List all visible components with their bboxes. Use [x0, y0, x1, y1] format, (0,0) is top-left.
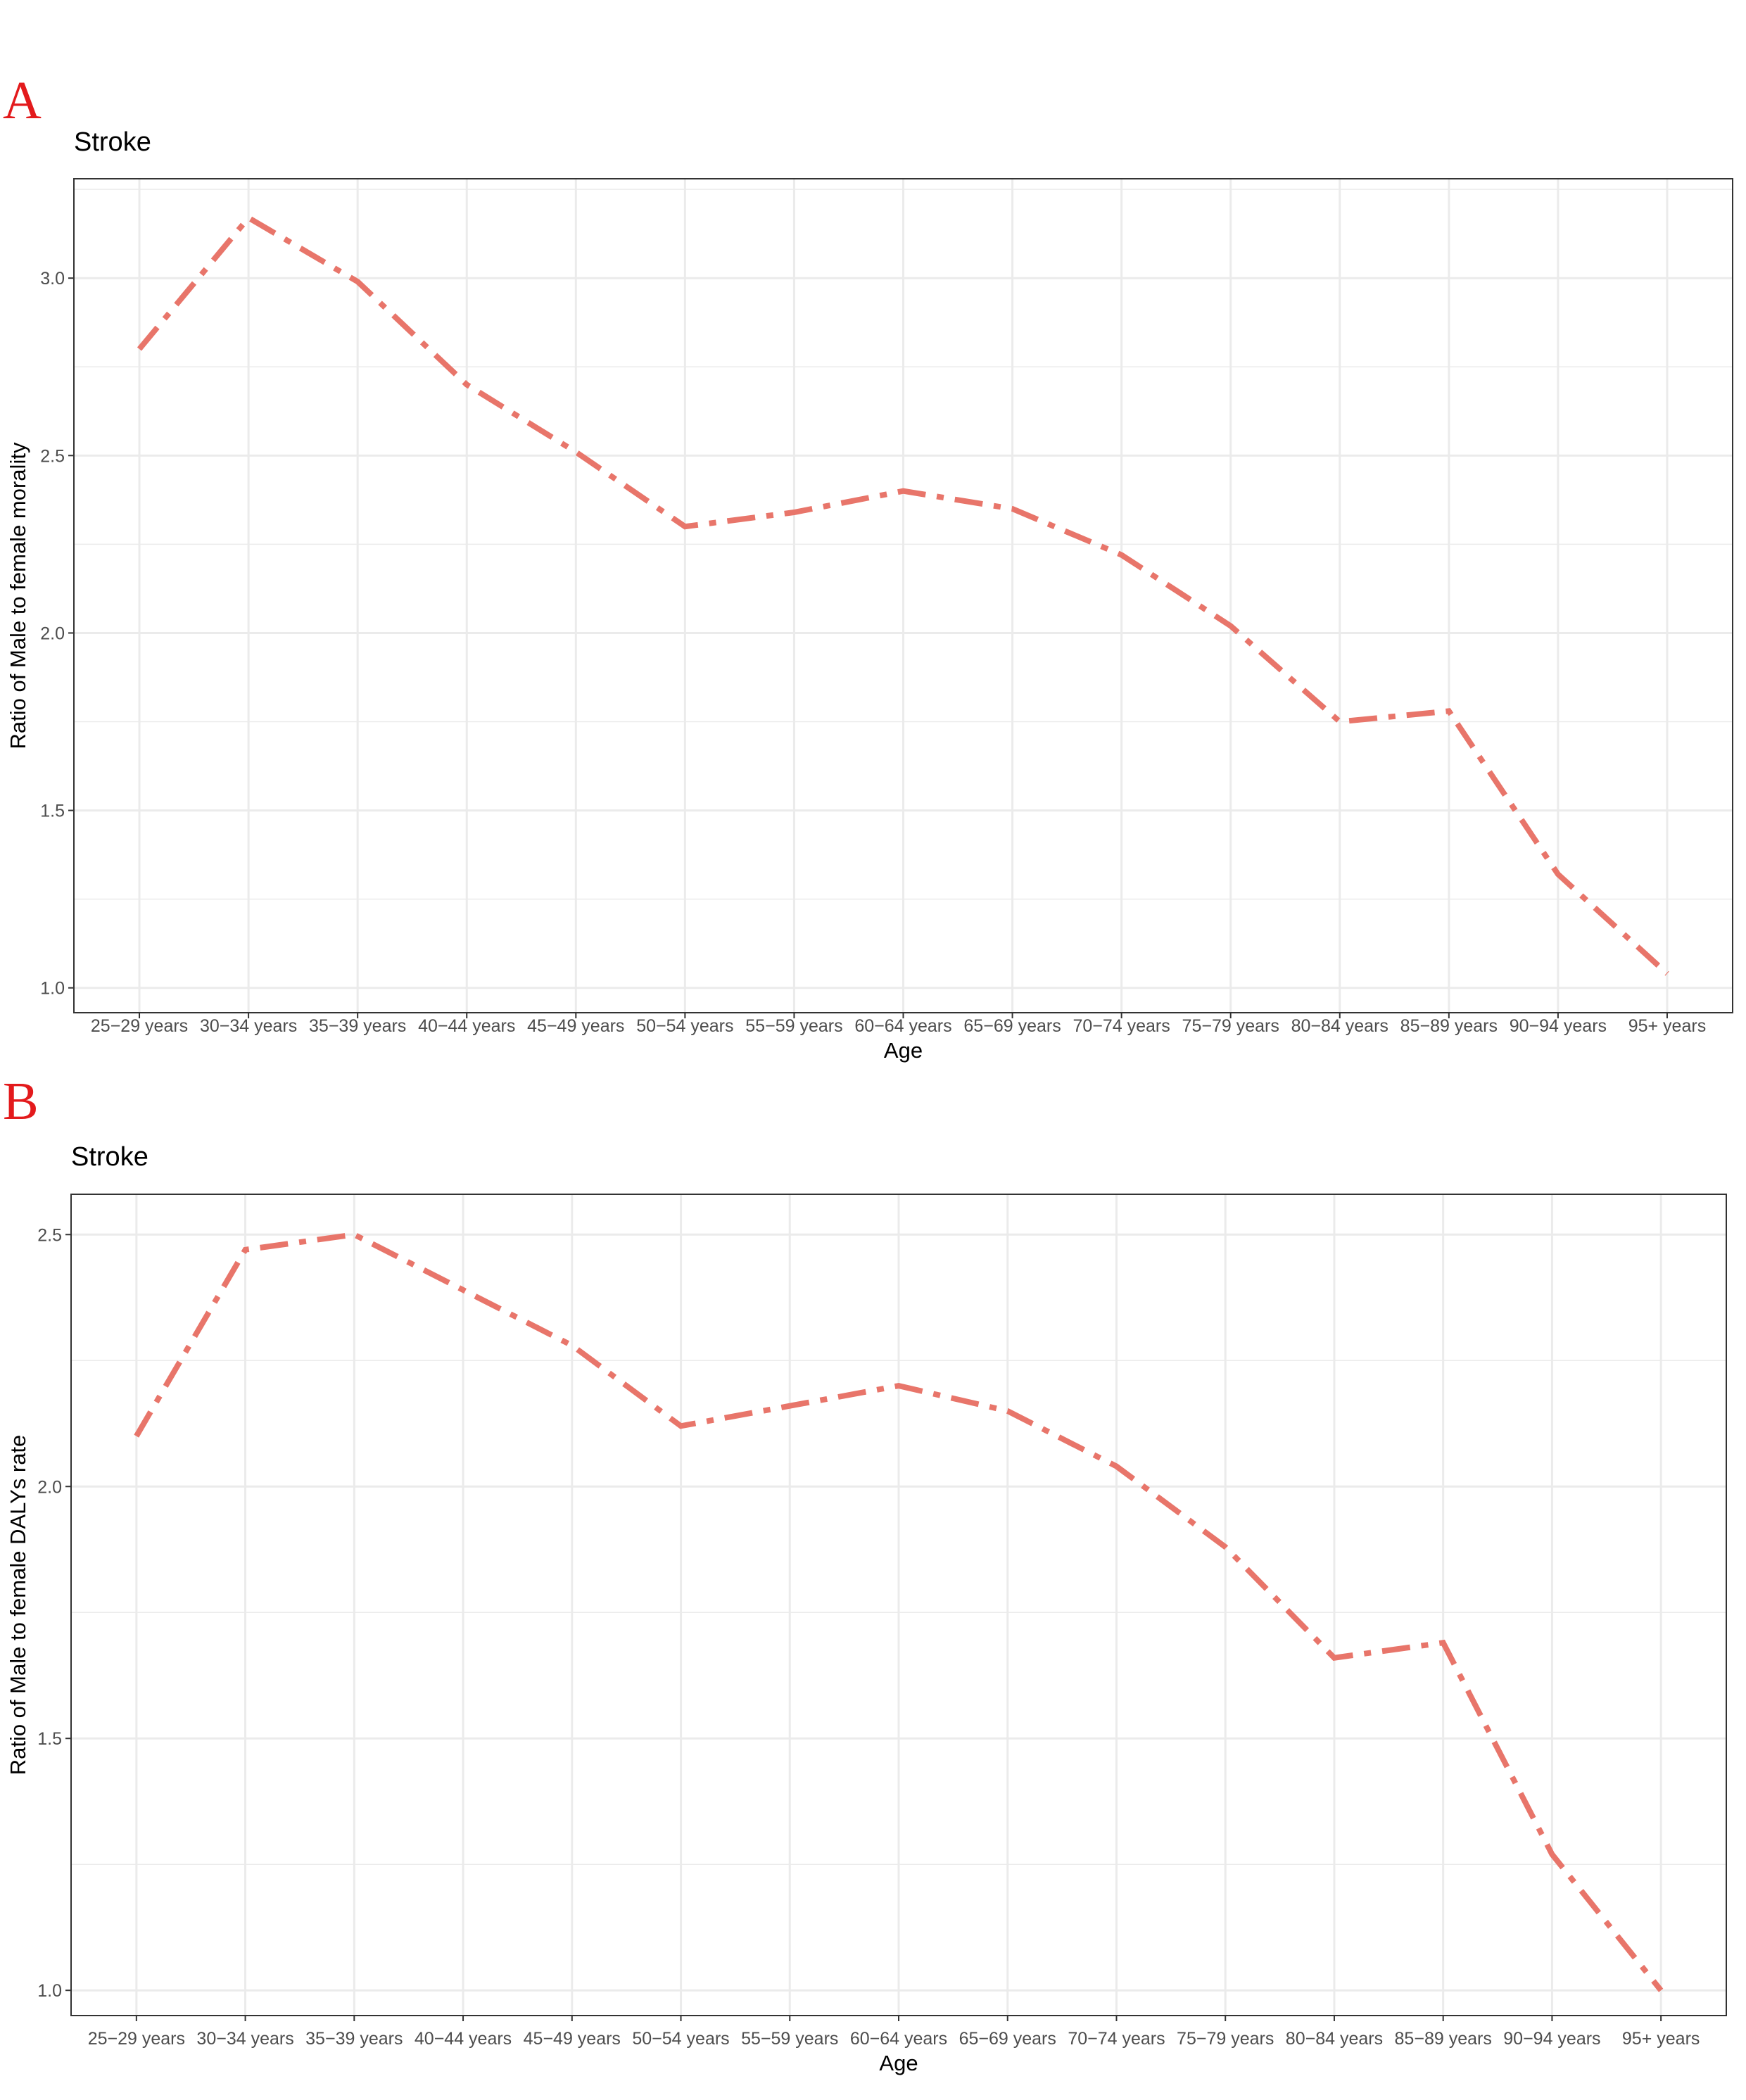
x-tick-label: 70−74 years [1068, 2029, 1165, 2049]
x-tick-label: 50−54 years [636, 1016, 733, 1036]
panel-label: A [3, 71, 42, 130]
plot-border [73, 178, 1733, 1013]
data-line [137, 214, 1669, 976]
x-tick-label: 60−64 years [850, 2029, 947, 2049]
x-tick-label: 85−89 years [1395, 2029, 1492, 2049]
x-tick-label: 55−59 years [745, 1016, 842, 1036]
x-tick-label: 95+ years [1622, 2029, 1700, 2049]
y-axis-title: Ratio of Male to female DALYs rate [6, 1435, 30, 1776]
x-axis-title: Age [884, 1038, 923, 1063]
x-tick-label: 95+ years [1628, 1016, 1707, 1036]
chart-panel: B Stroke 1.0 1.5 2.0 2.5 25−29 years 30−34 year… [3, 1072, 1727, 2075]
x-tick-label: 90−94 years [1503, 2029, 1600, 2049]
x-axis-title: Age [879, 2051, 918, 2075]
y-tick-label: 2.0 [40, 624, 65, 643]
x-tick-label: 60−64 years [854, 1016, 951, 1036]
plot-border [70, 1194, 1727, 2016]
y-tick-label: 3.0 [40, 269, 65, 289]
x-tick-label: 30−34 years [200, 1016, 297, 1036]
y-tick-label: 1.0 [37, 1981, 62, 2001]
data-line [134, 1232, 1664, 1992]
x-tick-label: 75−79 years [1182, 1016, 1279, 1036]
chart-title: Stroke [71, 1142, 148, 1172]
y-tick-label: 2.0 [37, 1477, 62, 1497]
x-tick-label: 25−29 years [91, 1016, 188, 1036]
x-tick-label: 40−44 years [415, 2029, 512, 2049]
x-tick-label: 35−39 years [309, 1016, 406, 1036]
x-tick-label: 30−34 years [196, 2029, 293, 2049]
x-tick-label: 55−59 years [741, 2029, 838, 2049]
y-tick-label: 2.5 [40, 446, 65, 466]
x-tick-label: 25−29 years [88, 2029, 185, 2049]
y-tick-label: 2.5 [37, 1225, 62, 1245]
panel-label: B [3, 1072, 39, 1131]
x-tick-label: 80−84 years [1286, 2029, 1383, 2049]
y-tick-label: 1.0 [40, 979, 65, 999]
y-axis-title: Ratio of Male to female morality [6, 442, 30, 749]
x-tick-label: 40−44 years [418, 1016, 515, 1036]
x-tick-label: 50−54 years [632, 2029, 729, 2049]
x-tick-label: 35−39 years [305, 2029, 403, 2049]
x-tick-label: 65−69 years [963, 1016, 1061, 1036]
chart-panel: A Stroke 1.0 1.5 2.0 2.5 3.0 25−29 years 30−34 y… [3, 71, 1733, 1063]
x-tick-label: 45−49 years [524, 2029, 621, 2049]
chart-title: Stroke [74, 127, 151, 157]
x-tick-label: 85−89 years [1400, 1016, 1498, 1036]
x-tick-label: 90−94 years [1510, 1016, 1607, 1036]
x-tick-label: 70−74 years [1073, 1016, 1170, 1036]
x-tick-label: 80−84 years [1291, 1016, 1388, 1036]
y-tick-label: 1.5 [37, 1729, 62, 1749]
x-tick-label: 45−49 years [527, 1016, 624, 1036]
x-tick-label: 65−69 years [959, 2029, 1056, 2049]
x-tick-label: 75−79 years [1177, 2029, 1274, 2049]
y-tick-label: 1.5 [40, 802, 65, 821]
